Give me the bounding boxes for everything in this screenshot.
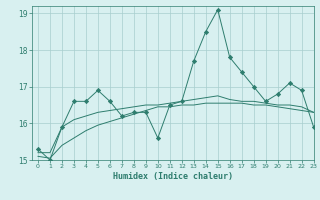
- X-axis label: Humidex (Indice chaleur): Humidex (Indice chaleur): [113, 172, 233, 181]
